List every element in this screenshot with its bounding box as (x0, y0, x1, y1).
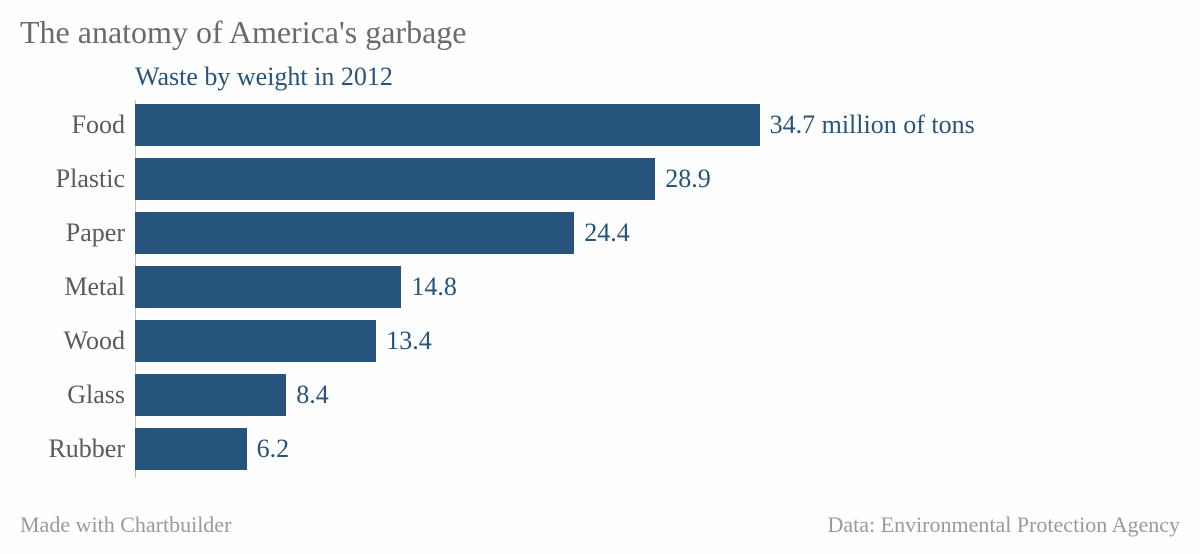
category-label: Metal (0, 272, 135, 302)
chart-subtitle: Waste by weight in 2012 (135, 62, 393, 92)
value-label: 24.4 (584, 218, 630, 248)
bar-row: Glass 8.4 (0, 370, 1200, 420)
bar-row: Plastic 28.9 (0, 154, 1200, 204)
bar-row: Paper 24.4 (0, 208, 1200, 258)
bar (135, 158, 655, 200)
category-label: Glass (0, 380, 135, 410)
category-label: Rubber (0, 434, 135, 464)
value-label: 13.4 (386, 326, 432, 356)
bar-wrap: 34.7 million of tons (135, 104, 1200, 146)
bar-wrap: 28.9 (135, 158, 1200, 200)
bar-row: Rubber 6.2 (0, 424, 1200, 474)
value-label: 34.7 million of tons (770, 110, 975, 140)
chart-container: The anatomy of America's garbage Waste b… (0, 0, 1200, 554)
bar-row: Food 34.7 million of tons (0, 100, 1200, 150)
bar (135, 266, 401, 308)
bar (135, 104, 760, 146)
value-label: 6.2 (257, 434, 290, 464)
bar-row: Wood 13.4 (0, 316, 1200, 366)
footer-left: Made with Chartbuilder (20, 512, 231, 538)
category-label: Wood (0, 326, 135, 356)
category-label: Food (0, 110, 135, 140)
value-label: 14.8 (411, 272, 457, 302)
bar-wrap: 6.2 (135, 428, 1200, 470)
footer-right: Data: Environmental Protection Agency (827, 512, 1180, 538)
bar-wrap: 24.4 (135, 212, 1200, 254)
bar-wrap: 13.4 (135, 320, 1200, 362)
bar (135, 374, 286, 416)
plot-area: Food 34.7 million of tons Plastic 28.9 P… (0, 100, 1200, 478)
chart-title: The anatomy of America's garbage (20, 14, 466, 51)
category-label: Plastic (0, 164, 135, 194)
bar (135, 212, 574, 254)
value-label: 8.4 (296, 380, 329, 410)
bar-wrap: 14.8 (135, 266, 1200, 308)
value-label: 28.9 (665, 164, 711, 194)
bar (135, 320, 376, 362)
bar (135, 428, 247, 470)
category-label: Paper (0, 218, 135, 248)
bar-row: Metal 14.8 (0, 262, 1200, 312)
bar-wrap: 8.4 (135, 374, 1200, 416)
